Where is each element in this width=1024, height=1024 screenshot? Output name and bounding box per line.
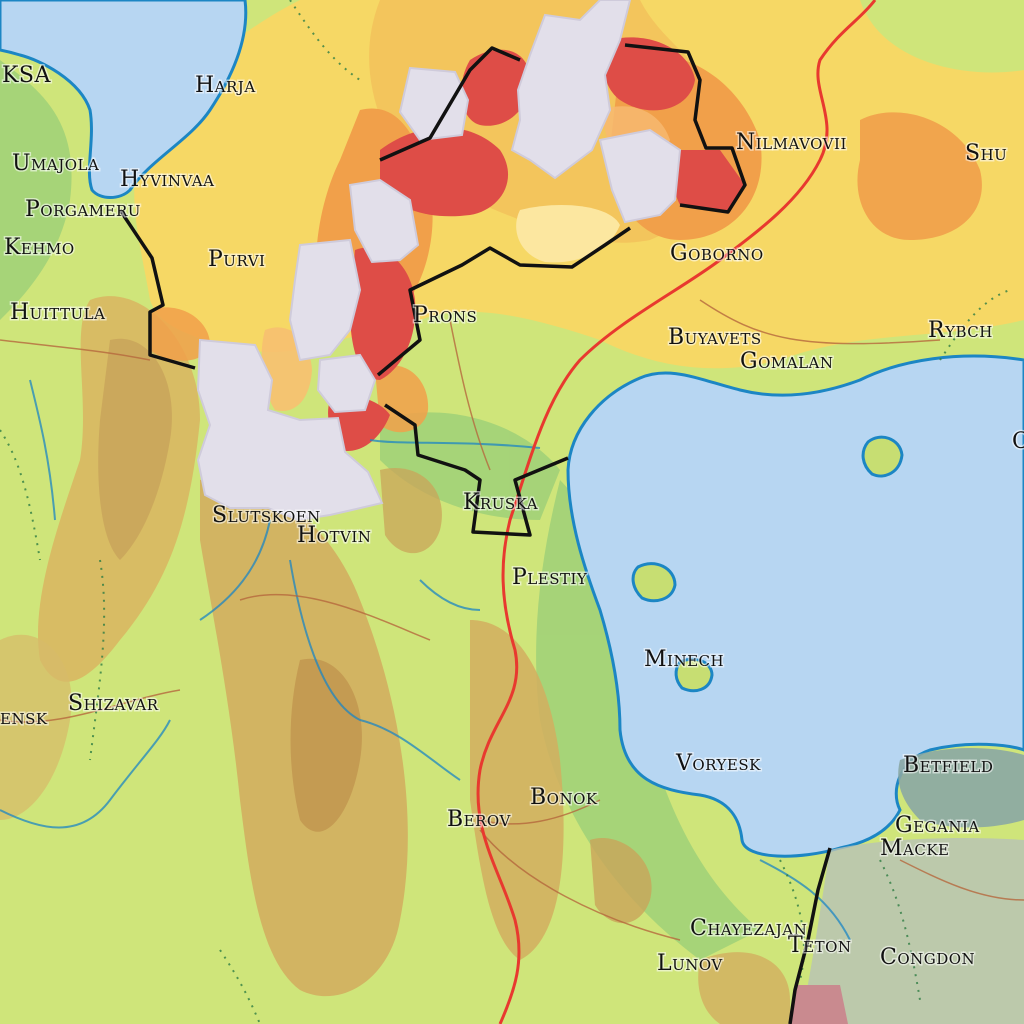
place-voryesk[interactable]: Voryesk [674, 750, 763, 778]
place-slutskoen[interactable]: Slutskoen [211, 502, 322, 530]
place-nilmavovii[interactable]: Nilmavovii [735, 129, 848, 157]
place-goborno[interactable]: Goborno [669, 240, 765, 268]
place-shu[interactable]: Shu [964, 140, 1009, 168]
place-rybch[interactable]: Rybch [927, 317, 994, 345]
place-umajola[interactable]: Umajola [11, 150, 101, 178]
place-plestiy[interactable]: Plestiy [511, 564, 589, 592]
lake-northwest [0, 0, 248, 199]
place-buyavets[interactable]: Buyavets [667, 324, 763, 352]
place-hotvin[interactable]: Hotvin [296, 522, 373, 550]
place-hyvinvaa[interactable]: Hyvinvaa [119, 166, 216, 194]
place-minech[interactable]: Minech [643, 646, 726, 674]
lake-east [566, 354, 1024, 858]
place-gegania[interactable]: Gegania [894, 812, 981, 840]
place-congdon[interactable]: Congdon [879, 944, 977, 972]
place-ensk[interactable]: ensk [0, 704, 49, 732]
place-bonok[interactable]: Bonok [529, 784, 599, 812]
region-northeast-land [790, 748, 1024, 1024]
place-edge-c[interactable]: C [1011, 428, 1024, 456]
place-labels: KSA Harja Umajola Hyvinvaa Porgameru Keh… [0, 62, 1024, 978]
place-ksa[interactable]: KSA [1, 62, 53, 90]
islands [631, 435, 904, 693]
place-berov[interactable]: Berov [446, 806, 513, 834]
place-chayezajan[interactable]: Chayezajan [689, 915, 809, 943]
place-teton[interactable]: Teton [787, 932, 853, 960]
place-kehmo[interactable]: Kehmo [3, 234, 76, 262]
minor-roads [0, 299, 1024, 941]
place-macke[interactable]: Macke [879, 835, 951, 863]
snow-caps [196, 0, 682, 522]
political-borders [118, 43, 832, 1024]
place-lunov[interactable]: Lunov [656, 950, 725, 978]
place-prons[interactable]: Prons [412, 302, 479, 330]
place-harja[interactable]: Harja [194, 72, 257, 100]
main-road [476, 0, 877, 1024]
place-huittula[interactable]: Huittula [9, 299, 107, 327]
place-kruska[interactable]: Kruska [462, 489, 540, 517]
water-bodies [0, 0, 1024, 858]
place-purvi[interactable]: Purvi [207, 246, 267, 274]
place-shizavar[interactable]: Shizavar [67, 690, 160, 718]
place-porgameru[interactable]: Porgameru [24, 196, 142, 224]
place-gomalan[interactable]: Gomalan [739, 348, 835, 376]
upland-terrain [0, 296, 790, 1024]
rivers [0, 379, 851, 941]
place-betfield[interactable]: Betfield [902, 752, 995, 780]
